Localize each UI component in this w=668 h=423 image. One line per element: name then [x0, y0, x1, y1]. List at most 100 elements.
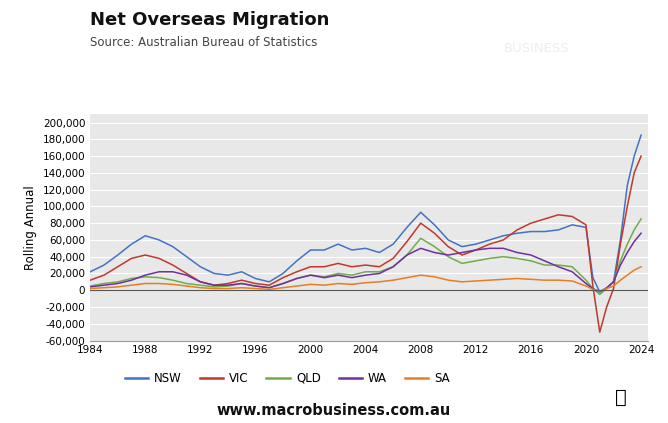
QLD [554, 263, 562, 268]
Text: 🐺: 🐺 [615, 388, 627, 407]
NSW [582, 225, 590, 230]
SA [513, 276, 521, 281]
QLD [100, 281, 108, 286]
VIC [320, 264, 328, 269]
NSW [224, 272, 232, 277]
NSW [141, 233, 149, 238]
QLD [293, 276, 301, 281]
VIC [210, 283, 218, 288]
NSW [361, 246, 369, 251]
VIC [128, 256, 136, 261]
NSW [417, 210, 425, 215]
SA [623, 272, 631, 277]
VIC [486, 242, 494, 247]
WA [196, 279, 204, 284]
SA [169, 282, 177, 287]
Line: SA: SA [90, 267, 641, 291]
QLD [582, 277, 590, 283]
VIC [169, 263, 177, 268]
SA [609, 283, 617, 288]
NSW [293, 258, 301, 264]
Line: VIC: VIC [90, 156, 641, 332]
VIC [458, 253, 466, 258]
WA [375, 271, 383, 276]
NSW [182, 254, 190, 259]
SA [540, 277, 548, 283]
NSW [265, 279, 273, 284]
SA [155, 281, 163, 286]
NSW [630, 154, 638, 159]
WA [582, 281, 590, 286]
NSW [568, 222, 576, 228]
SA [472, 278, 480, 283]
VIC [334, 261, 342, 266]
VIC [527, 221, 535, 226]
QLD [334, 271, 342, 276]
VIC [114, 264, 122, 269]
WA [617, 263, 625, 268]
WA [307, 272, 315, 277]
QLD [637, 217, 645, 222]
WA [182, 272, 190, 277]
VIC [196, 279, 204, 284]
SA [348, 282, 356, 287]
WA [141, 272, 149, 277]
SA [251, 286, 259, 291]
VIC [603, 305, 611, 310]
QLD [251, 283, 259, 288]
VIC [389, 256, 397, 261]
Line: WA: WA [90, 233, 641, 292]
SA [389, 277, 397, 283]
SA [417, 272, 425, 277]
QLD [527, 258, 535, 264]
NSW [486, 237, 494, 242]
WA [540, 258, 548, 264]
QLD [279, 281, 287, 286]
WA [472, 247, 480, 253]
QLD [182, 281, 190, 286]
SA [596, 288, 604, 294]
VIC [361, 263, 369, 268]
NSW [334, 242, 342, 247]
SA [320, 283, 328, 288]
WA [609, 279, 617, 284]
VIC [141, 253, 149, 258]
NSW [196, 264, 204, 269]
VIC [500, 237, 508, 242]
QLD [589, 286, 597, 291]
VIC [403, 239, 411, 244]
WA [630, 239, 638, 244]
VIC [540, 217, 548, 222]
VIC [155, 256, 163, 261]
SA [114, 284, 122, 289]
Text: Net Overseas Migration: Net Overseas Migration [90, 11, 329, 29]
NSW [210, 271, 218, 276]
SA [224, 286, 232, 291]
WA [361, 272, 369, 277]
SA [361, 280, 369, 285]
VIC [568, 214, 576, 219]
NSW [430, 222, 438, 228]
NSW [609, 279, 617, 284]
QLD [486, 256, 494, 261]
NSW [86, 269, 94, 275]
SA [238, 285, 246, 290]
VIC [417, 221, 425, 226]
NSW [637, 133, 645, 138]
WA [603, 285, 611, 290]
VIC [430, 231, 438, 236]
NSW [307, 247, 315, 253]
WA [169, 269, 177, 275]
QLD [224, 283, 232, 288]
WA [500, 246, 508, 251]
Text: www.macrobusiness.com.au: www.macrobusiness.com.au [217, 403, 451, 418]
SA [182, 283, 190, 288]
NSW [320, 247, 328, 253]
SA [141, 281, 149, 286]
QLD [472, 258, 480, 264]
VIC [554, 212, 562, 217]
QLD [403, 253, 411, 258]
SA [458, 279, 466, 284]
NSW [403, 225, 411, 230]
VIC [375, 264, 383, 269]
